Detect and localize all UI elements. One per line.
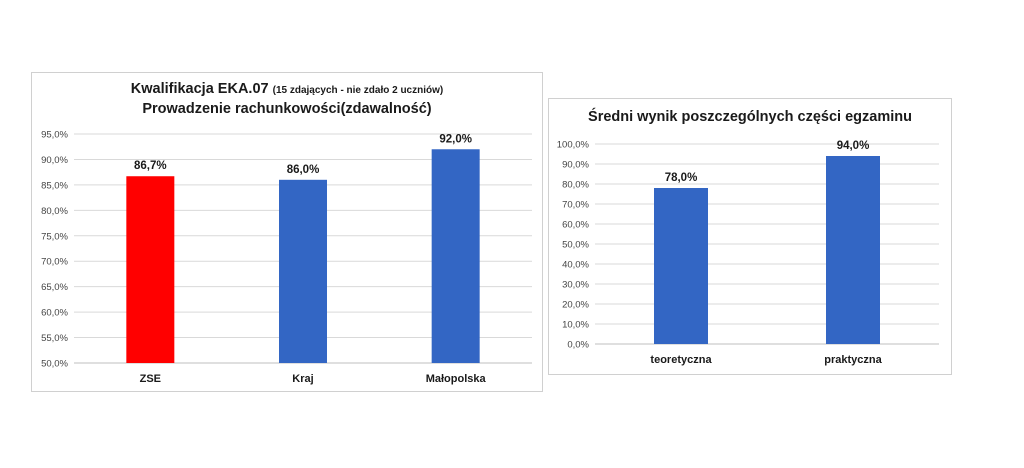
y-tick-label: 90,0%: [41, 155, 68, 166]
y-tick-label: 85,0%: [41, 180, 68, 191]
y-tick-label: 60,0%: [562, 220, 589, 231]
y-tick-label: 90,0%: [562, 160, 589, 171]
bar-kraj: [279, 179, 327, 363]
chart-title: Średni wynik poszczególnych części egzam…: [588, 109, 912, 125]
data-label: 94,0%: [837, 140, 870, 152]
x-category-label: Małopolska: [426, 373, 487, 385]
y-tick-label: 100,0%: [557, 140, 590, 151]
y-tick-label: 0,0%: [567, 340, 589, 351]
y-tick-label: 75,0%: [41, 231, 68, 242]
y-tick-label: 80,0%: [41, 206, 68, 217]
x-category-label: Kraj: [292, 373, 313, 385]
y-tick-label: 55,0%: [41, 333, 68, 344]
chart-panel-exam-parts: Średni wynik poszczególnych części egzam…: [548, 98, 952, 375]
y-tick-label: 70,0%: [41, 257, 68, 268]
y-tick-label: 20,0%: [562, 300, 589, 311]
y-tick-label: 40,0%: [562, 260, 589, 271]
y-tick-label: 50,0%: [41, 359, 68, 370]
y-tick-label: 70,0%: [562, 200, 589, 211]
y-tick-label: 65,0%: [41, 282, 68, 293]
x-category-label: ZSE: [140, 373, 161, 385]
chart-title-note: (15 zdających - nie zdało 2 uczniów): [272, 85, 444, 96]
bar-praktyczna: [826, 156, 880, 344]
y-tick-label: 50,0%: [562, 240, 589, 251]
y-tick-label: 60,0%: [41, 308, 68, 319]
data-label: 78,0%: [665, 172, 698, 184]
y-tick-label: 95,0%: [41, 130, 68, 141]
y-tick-label: 30,0%: [562, 280, 589, 291]
y-tick-label: 10,0%: [562, 320, 589, 331]
bar-chart-exam-parts: 0,0% 10,0% 20,0% 30,0% 40,0% 50,0% 60,0% 70,0% 8…: [557, 140, 939, 366]
data-label: 92,0%: [439, 133, 472, 145]
x-category-label: praktyczna: [824, 354, 882, 366]
y-tick-label: 80,0%: [562, 180, 589, 191]
chart-title: Kwalifikacja EKA.07 (15 zdających - nie …: [32, 81, 542, 97]
chart-title-main: Kwalifikacja EKA.07: [130, 81, 269, 97]
bar-małopolska: [431, 149, 480, 363]
data-label: 86,0%: [287, 164, 320, 176]
data-label: 86,7%: [134, 160, 167, 172]
x-category-label: teoretyczna: [650, 354, 712, 366]
bar-zse: [126, 176, 175, 363]
bar-teoretyczna: [654, 188, 708, 344]
chart-panel-pass-rate: Kwalifikacja EKA.07 (15 zdających - nie …: [31, 72, 543, 392]
chart-subtitle: Prowadzenie rachunkowości(zdawalność): [142, 101, 432, 117]
bar-chart-pass-rate: 50,0% 55,0% 60,0% 65,0% 70,0% 75,0% 80,0% 85,0%…: [41, 130, 532, 385]
